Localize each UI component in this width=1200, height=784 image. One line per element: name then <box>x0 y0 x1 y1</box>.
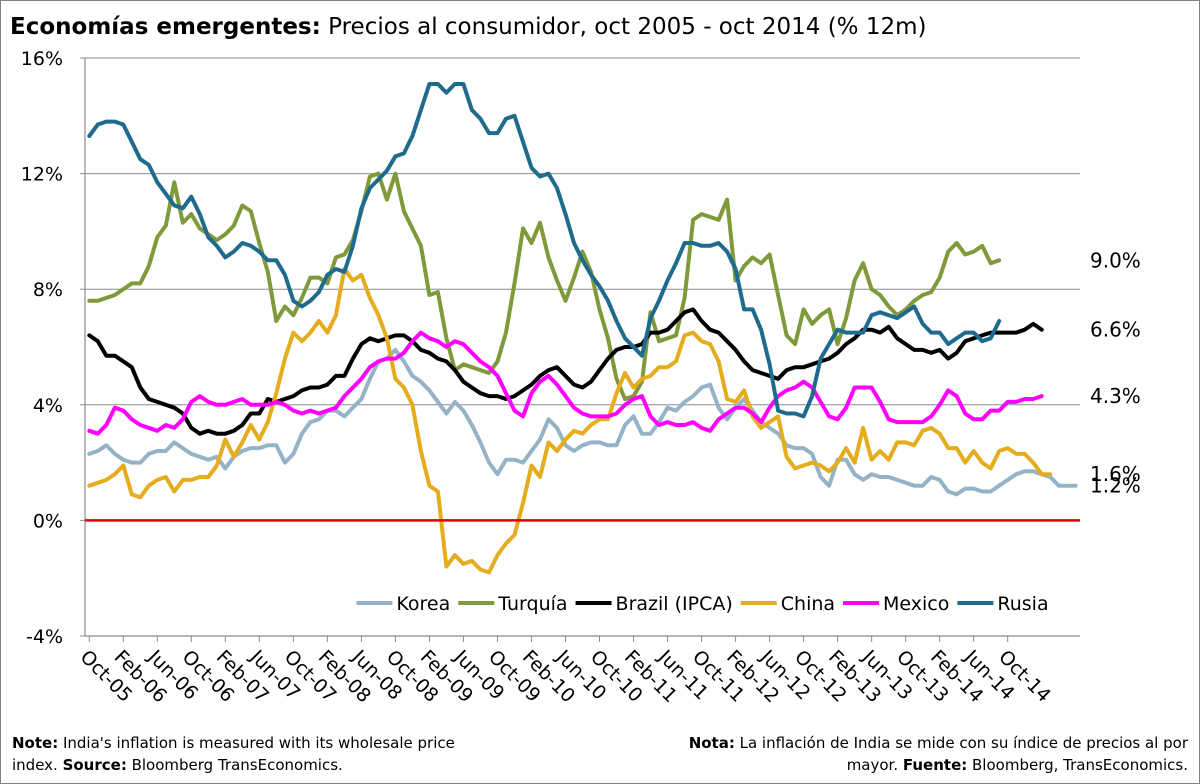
y-tick-label: 4% <box>33 395 63 417</box>
series-line-brazil-ipca <box>87 307 1044 436</box>
note-spanish: Nota: La inflación de India se mide con … <box>668 732 1188 776</box>
end-value-label: 4.3% <box>1090 384 1141 408</box>
legend-label: Mexico <box>883 593 949 615</box>
note-es-text: La inflación de India se mide con su índ… <box>734 734 1188 774</box>
chart-title-rest: Precios al consumidor, oct 2005 - oct 20… <box>320 14 927 40</box>
legend-label: Rusia <box>997 593 1048 615</box>
legend-label: Korea <box>396 593 450 615</box>
legend-item: Korea <box>356 593 450 615</box>
y-tick-label: -4% <box>26 626 63 648</box>
chart-title-bold: Economías emergentes: <box>10 14 321 40</box>
series-line-turqu-a <box>87 171 1002 401</box>
y-tick-label: 8% <box>33 279 63 301</box>
x-axis-tick-labels: Oct-05Feb-06Jun-06Oct-06Feb-07Jun-07Oct-… <box>76 645 1055 707</box>
series-line-rusia <box>87 82 1002 419</box>
y-tick-label: 16% <box>21 48 63 70</box>
legend-item: Mexico <box>843 593 949 615</box>
note-es-source-label: Fuente: <box>902 756 968 774</box>
end-value-label: 1.6% <box>1090 462 1141 486</box>
y-tick-label: 12% <box>21 164 63 186</box>
legend: Korea Turquía Brazil (IPCA) China Mexico Rusi… <box>356 593 1049 615</box>
gridlines <box>85 57 1080 637</box>
series-line-china <box>87 267 1053 575</box>
legend-label: Turquía <box>497 593 567 615</box>
axes <box>80 57 1080 642</box>
series-lines <box>85 82 1080 575</box>
y-tick-label: 0% <box>33 510 63 532</box>
note-en-source: Bloomberg TransEconomics. <box>126 756 343 774</box>
note-en-text: India's inflation is measured with its w… <box>12 734 455 774</box>
legend-item: Rusia <box>957 593 1049 615</box>
legend-item: Brazil (IPCA) <box>575 593 733 615</box>
legend-item: Turquía <box>458 593 568 615</box>
note-en-source-label: Source: <box>62 756 127 774</box>
note-es-label: Nota: <box>688 734 735 752</box>
legend-label: China <box>781 593 835 615</box>
note-es-source: Bloomberg, TransEconomics. <box>967 756 1188 774</box>
series-line-mexico <box>87 330 1044 436</box>
y-axis-tick-labels: -4% 0% 4% 8% 12% 16% <box>21 48 63 648</box>
end-value-labels: 9.0% 6.6% 4.3% 1.6%1.2% <box>1090 248 1141 497</box>
legend-item: China <box>740 593 835 615</box>
end-value-label: 6.6% <box>1090 318 1141 342</box>
legend-label: Brazil (IPCA) <box>616 593 733 615</box>
note-en-label: Note: <box>12 734 59 752</box>
end-value-label: 1.2% <box>1090 474 1141 498</box>
series-line-korea <box>87 347 1078 497</box>
end-value-label: 9.0% <box>1090 248 1141 272</box>
chart-title: Economías emergentes: Precios al consumi… <box>10 14 926 40</box>
note-english: Note: India's inflation is measured with… <box>12 732 482 776</box>
